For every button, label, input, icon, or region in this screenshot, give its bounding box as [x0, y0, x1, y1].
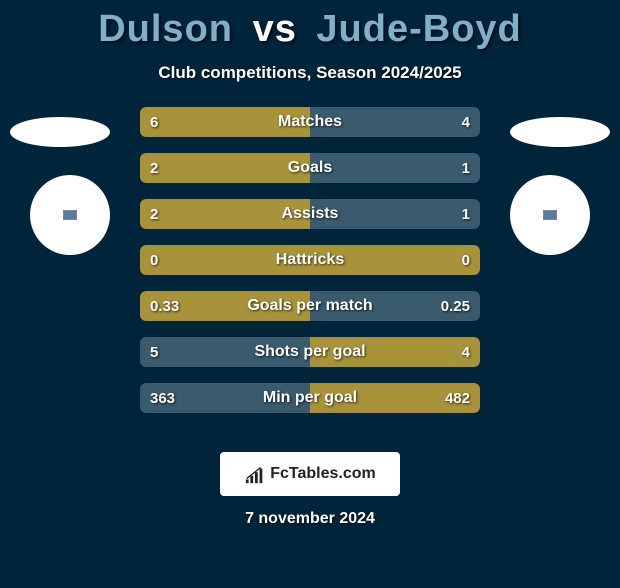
player2-flag-icon	[543, 210, 557, 220]
stat-row: 0.330.25Goals per match	[140, 291, 480, 321]
stat-label: Shots per goal	[140, 337, 480, 367]
subtitle: Club competitions, Season 2024/2025	[0, 63, 620, 83]
stat-row: 21Goals	[140, 153, 480, 183]
player2-avatar	[510, 175, 590, 255]
source-logo: FcTables.com	[220, 452, 400, 496]
comparison-title: Dulson vs Jude-Boyd	[0, 8, 620, 51]
stat-label: Hattricks	[140, 245, 480, 275]
player2-emblem-shadow	[510, 117, 610, 147]
player2-name: Jude-Boyd	[316, 8, 521, 50]
stat-label: Matches	[140, 107, 480, 137]
stat-label: Min per goal	[140, 383, 480, 413]
stat-row: 64Matches	[140, 107, 480, 137]
source-logo-text: FcTables.com	[270, 465, 376, 483]
stat-row: 54Shots per goal	[140, 337, 480, 367]
player1-name: Dulson	[98, 8, 233, 50]
stat-label: Assists	[140, 199, 480, 229]
stats-content: 64Matches 21Goals 21Assists 00Hattricks 0.33…	[0, 107, 620, 447]
stat-row: 363482Min per goal	[140, 383, 480, 413]
fctables-icon	[244, 463, 266, 485]
stat-row: 00Hattricks	[140, 245, 480, 275]
player1-flag-icon	[63, 210, 77, 220]
player1-avatar	[30, 175, 110, 255]
stat-row: 21Assists	[140, 199, 480, 229]
stat-label: Goals per match	[140, 291, 480, 321]
stat-bars: 64Matches 21Goals 21Assists 00Hattricks 0.33…	[140, 107, 480, 429]
player1-emblem-shadow	[10, 117, 110, 147]
vs-text: vs	[253, 8, 297, 50]
stat-label: Goals	[140, 153, 480, 183]
date-text: 7 november 2024	[0, 510, 620, 528]
